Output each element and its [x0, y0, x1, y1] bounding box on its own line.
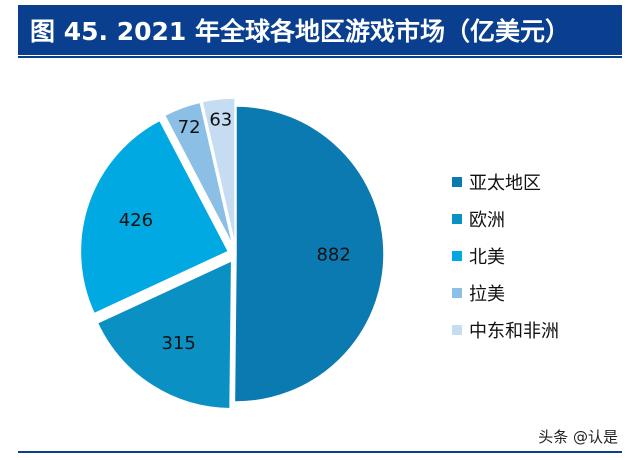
pie-slice-3	[79, 119, 230, 315]
legend-swatch	[452, 250, 462, 261]
legend-label: 亚太地区	[469, 172, 541, 194]
legend-swatch	[452, 287, 462, 298]
pie-slice-2	[96, 259, 233, 410]
chart-legend: 亚太地区欧洲北美拉美中东和非洲	[452, 163, 622, 348]
watermark: 头条 @认是	[538, 428, 618, 446]
slice-value-label: 315	[161, 333, 195, 354]
legend-swatch	[452, 324, 462, 335]
legend-item: 北美	[452, 237, 622, 274]
legend-label: 拉美	[469, 283, 505, 305]
pie-slice-1	[233, 105, 385, 403]
pie-slice-5	[201, 97, 236, 247]
legend-item: 拉美	[452, 274, 622, 311]
slice-value-label: 882	[316, 245, 350, 266]
legend-swatch	[452, 213, 462, 224]
legend-label: 中东和非洲	[469, 320, 559, 342]
slice-value-label: 72	[178, 117, 201, 138]
legend-item: 中东和非洲	[452, 311, 622, 348]
legend-label: 欧洲	[469, 209, 505, 231]
slice-value-label: 426	[119, 210, 153, 231]
legend-item: 欧洲	[452, 200, 622, 237]
legend-swatch	[452, 176, 462, 187]
chart-title: 图 45. 2021 年全球各地区游戏市场（亿美元）	[30, 17, 570, 46]
legend-label: 北美	[469, 246, 505, 268]
title-bar: 图 45. 2021 年全球各地区游戏市场（亿美元）	[18, 5, 622, 55]
pie-slice-4	[163, 101, 234, 247]
legend-item: 亚太地区	[452, 163, 622, 200]
slice-value-label: 63	[209, 110, 232, 131]
bottom-rule	[18, 451, 622, 453]
title-underline	[18, 56, 622, 58]
